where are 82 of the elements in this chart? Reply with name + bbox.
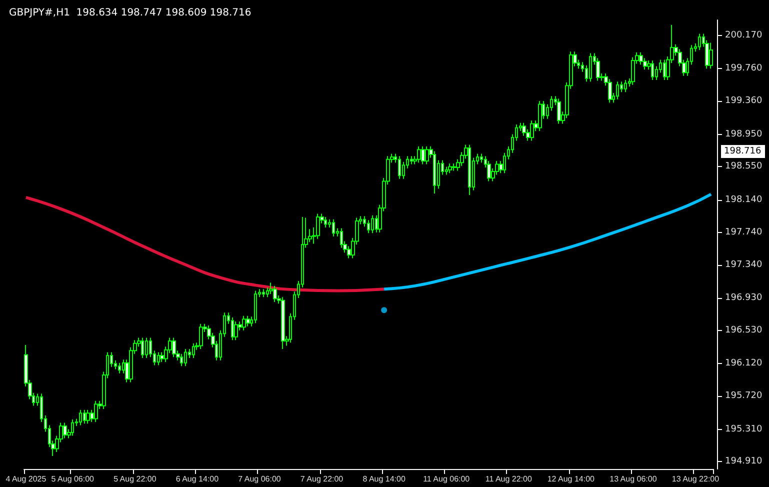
candlestick bbox=[246, 315, 250, 327]
candlestick bbox=[157, 352, 160, 366]
candlestick bbox=[234, 320, 238, 341]
y-tick-label: 196.120 bbox=[725, 358, 762, 369]
candlestick bbox=[371, 214, 374, 234]
y-tick-label: 196.530 bbox=[725, 325, 762, 336]
y-tick-label: 196.930 bbox=[725, 292, 762, 303]
candlestick bbox=[367, 220, 370, 234]
candlestick bbox=[281, 296, 285, 350]
x-tick-label: 7 Aug 22:00 bbox=[300, 474, 344, 484]
y-tick-label: 197.740 bbox=[725, 227, 762, 238]
candlestick bbox=[651, 60, 654, 80]
candlestick bbox=[273, 285, 277, 303]
candlestick bbox=[231, 316, 234, 341]
candlestick bbox=[145, 337, 148, 358]
candlestick bbox=[340, 228, 343, 248]
y-tick-label: 199.760 bbox=[725, 64, 762, 74]
candlestick bbox=[557, 98, 561, 124]
candlestick bbox=[480, 153, 483, 164]
candlestick bbox=[262, 288, 265, 298]
candlestick bbox=[141, 337, 144, 358]
line-series bbox=[24, 196, 386, 292]
candlestick bbox=[631, 56, 635, 86]
candlestick bbox=[589, 52, 592, 82]
x-tick-label: 5 Aug 06:00 bbox=[51, 474, 95, 484]
candlestick bbox=[639, 52, 643, 66]
y-tick-label: 198.950 bbox=[725, 129, 762, 140]
candlestick bbox=[538, 100, 542, 132]
candlestick bbox=[79, 409, 82, 426]
candlestick bbox=[624, 79, 627, 93]
y-tick-label: 199.360 bbox=[725, 96, 762, 106]
y-tick-label: 194.910 bbox=[725, 456, 762, 467]
chart-title: GBPJPY#,H1 198.634 198.747 198.609 198.716 bbox=[9, 8, 252, 18]
candlestick bbox=[316, 213, 320, 240]
y-tick-label: 198.140 bbox=[725, 194, 762, 205]
x-tick-label: 8 Aug 14:00 bbox=[362, 474, 406, 484]
candlestick bbox=[468, 144, 471, 196]
candlestick bbox=[663, 59, 666, 80]
candlestick bbox=[698, 33, 701, 50]
y-tick-label: 195.310 bbox=[725, 424, 762, 434]
x-tick-label: 11 Aug 22:00 bbox=[485, 474, 532, 484]
candlestick bbox=[448, 162, 452, 174]
candlestick bbox=[118, 362, 121, 374]
y-tick-label: 198.550 bbox=[725, 162, 762, 172]
text: 198.716 bbox=[724, 146, 762, 156]
candlestick bbox=[433, 150, 436, 194]
y-tick-label: 200.170 bbox=[725, 30, 762, 40]
candlestick bbox=[398, 156, 401, 180]
candlestick bbox=[616, 81, 619, 100]
candlestick bbox=[425, 146, 429, 165]
candlestick bbox=[94, 400, 98, 422]
candlestick bbox=[180, 353, 183, 367]
candlestick bbox=[83, 409, 86, 424]
y-tick-label: 197.340 bbox=[725, 260, 762, 270]
candlestick bbox=[199, 323, 203, 350]
candlestick bbox=[192, 342, 195, 358]
candlestick bbox=[709, 42, 713, 70]
candlestick bbox=[410, 156, 413, 165]
candlestick bbox=[86, 409, 90, 424]
candlestick bbox=[71, 419, 74, 436]
x-tick-label: 5 Aug 22:00 bbox=[114, 474, 157, 484]
candlestick bbox=[417, 146, 421, 164]
candlestick bbox=[332, 218, 335, 237]
candlestick bbox=[63, 422, 67, 439]
x-tick-label: 11 Aug 06:00 bbox=[423, 474, 470, 484]
x-tick-label: 4 Aug 2025 bbox=[6, 474, 47, 484]
candlestick bbox=[452, 162, 456, 172]
x-tick-label: 13 Aug 06:00 bbox=[610, 474, 658, 484]
candlestick bbox=[242, 315, 246, 331]
x-tick-label: 12 Aug 14:00 bbox=[547, 474, 596, 484]
candlestick bbox=[172, 337, 176, 358]
candlestick bbox=[324, 216, 327, 228]
line-series bbox=[382, 192, 713, 291]
candlestick bbox=[421, 146, 425, 165]
x-tick-label: 7 Aug 06:00 bbox=[238, 474, 282, 484]
candlestick bbox=[254, 290, 257, 324]
candlestick bbox=[530, 120, 534, 142]
x-tick-label: 6 Aug 14:00 bbox=[176, 474, 220, 484]
candlestick bbox=[184, 348, 187, 367]
x-tick-label: 13 Aug 22:00 bbox=[672, 474, 720, 484]
y-tick-label: 195.720 bbox=[725, 391, 762, 402]
candlestick bbox=[266, 286, 269, 298]
